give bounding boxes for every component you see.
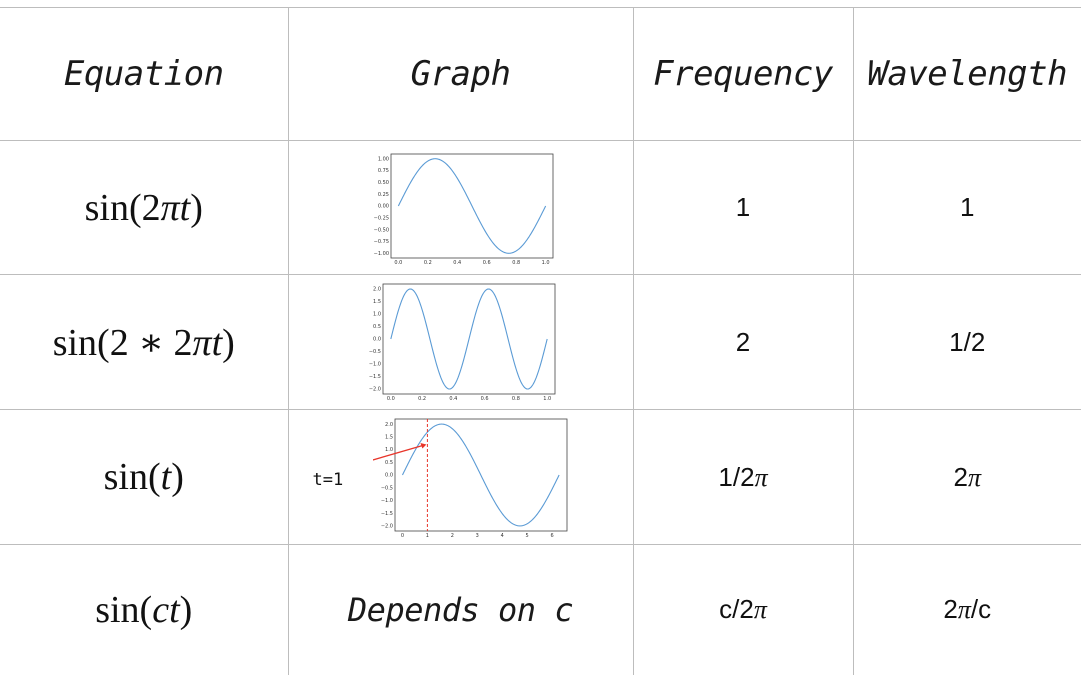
sine-curve <box>389 288 548 390</box>
y-tick-label: −1.0 <box>380 498 392 504</box>
x-tick-label: 2 <box>450 533 453 539</box>
sine-plot-3: 2.0 1.5 1.0 0.5 0.0 −0.5 −1.0 −1.5 −2.0 0 1 2 3 4 5 6 <box>372 418 567 539</box>
equation-sin-t: sin(t) <box>103 456 184 498</box>
x-tick-label: 0.6 <box>480 396 488 402</box>
wavelength-value: 2π <box>953 461 982 492</box>
x-tick-label: 5 <box>525 533 528 539</box>
sine-curve <box>401 423 560 527</box>
y-tick-label: −1.0 <box>368 362 380 368</box>
sine-plot-2: 2.01.51.00.50.0−0.5−1.0−1.5−2.0 0.0 0.2 0.… <box>368 283 555 402</box>
frequency-value: 1/2π <box>718 461 768 492</box>
equation-sin-ct: sin(ct) <box>95 588 193 631</box>
x-tick-label: 1.0 <box>541 260 549 266</box>
x-tick-label: 0.4 <box>453 260 461 266</box>
x-tick-label: 0.6 <box>482 260 490 266</box>
y-tick-label: −2.0 <box>380 524 392 530</box>
header-equation: Equation <box>0 7 289 141</box>
y-tick-label: 1.0 <box>385 447 393 453</box>
header-row: Equation Graph Frequency Wavelength <box>0 7 1081 141</box>
x-tick-label: 3 <box>475 533 478 539</box>
x-tick-labels: 0 1 2 3 4 5 6 <box>400 533 553 539</box>
y-tick-labels: 1.00 0.75 0.50 0.25 0.00 −0.25 −0.50 −0.75 −1.00 <box>373 156 388 257</box>
y-tick-label: 1.5 <box>373 299 381 305</box>
y-tick-label: −0.75 <box>373 239 388 245</box>
y-tick-label: 1.5 <box>385 435 393 441</box>
header-wavelength: Wavelength <box>852 7 1081 141</box>
equation-sin-2pi-t: sin(2πt) <box>84 186 203 229</box>
x-tick-labels: 0.0 0.2 0.4 0.6 0.8 1.0 <box>386 396 550 402</box>
x-tick-label: 0.2 <box>423 260 431 266</box>
wavelength-cell: 2π <box>852 409 1081 545</box>
y-tick-label: −0.50 <box>373 227 388 233</box>
x-tick-label: 1 <box>425 533 428 539</box>
y-tick-label: −0.5 <box>368 349 380 355</box>
wavelength-cell: 2π/c <box>852 544 1081 675</box>
x-tick-label: 0.2 <box>418 396 426 402</box>
graph-cell: Depends on c <box>287 544 634 675</box>
x-tick-label: 0.0 <box>386 396 394 402</box>
y-tick-label: 2.0 <box>385 422 393 428</box>
frequency-value: c/2π <box>719 594 767 625</box>
y-tick-label: −0.25 <box>373 215 388 221</box>
frequency-cell: 1/2π <box>632 409 854 545</box>
y-tick-label: −1.5 <box>380 511 392 517</box>
equation-cell: sin(ct) <box>0 544 289 675</box>
equation-cell: sin(2πt) <box>0 140 289 275</box>
header-graph: Graph <box>287 7 634 141</box>
equation-cell: sin(2 ∗ 2πt) <box>0 274 289 410</box>
y-tick-labels: 2.0 1.5 1.0 0.5 0.0 −0.5 −1.0 −1.5 −2.0 <box>380 422 392 530</box>
y-tick-label: −0.5 <box>380 485 392 491</box>
frequency-cell: 1 <box>632 140 854 275</box>
equation-cell: sin(t) <box>0 409 289 545</box>
x-tick-label: 0.4 <box>449 396 457 402</box>
table-row: sin(2πt) 1.00 0.75 0.50 0.25 0.00 −0.25 −0.50 −… <box>0 140 1081 275</box>
x-tick-label: 0.8 <box>512 260 520 266</box>
x-tick-label: 4 <box>500 533 503 539</box>
graph-cell: 2.0 1.5 1.0 0.5 0.0 −0.5 −1.0 −1.5 −2.0 0.0 0.2 0.… <box>287 274 634 410</box>
y-tick-labels: 2.0 1.5 1.0 0.5 0.0 −0.5 −1.0 −1.5 −2.0 <box>368 287 380 393</box>
wavelength-value: 2π/c <box>943 594 992 625</box>
y-tick-label: 0.50 <box>377 180 388 186</box>
y-tick-label: 0.25 <box>377 191 388 197</box>
equation-sin-2x2pi-t: sin(2 ∗ 2πt) <box>52 321 235 364</box>
table-row: sin(t) t=1 2.0 1.5 1.0 0.5 0.0 −0.5 −1.0 −1.5 −2… <box>0 409 1081 545</box>
y-tick-label: 0.0 <box>385 473 393 479</box>
sine-wave-table: Equation Graph Frequency Wavelength sin(… <box>0 7 1081 675</box>
y-tick-label: 0.5 <box>373 324 381 330</box>
header-frequency: Frequency <box>632 7 854 141</box>
table-row: sin(ct) Depends on c c/2π 2π/c <box>0 544 1081 675</box>
y-tick-label: 1.0 <box>373 312 381 318</box>
wavelength-cell: 1 <box>852 140 1081 275</box>
x-tick-label: 1.0 <box>543 396 551 402</box>
annotation-arrowhead <box>419 443 426 449</box>
x-tick-label: 6 <box>550 533 553 539</box>
y-tick-label: 0.5 <box>385 460 393 466</box>
wavelength-cell: 1/2 <box>852 274 1081 410</box>
y-tick-label: −1.5 <box>368 374 380 380</box>
table-row: sin(2 ∗ 2πt) 2.0 1.5 1.0 0.5 0.0 −0.5 −1.0 −1.5… <box>0 274 1081 410</box>
graph-cell: t=1 2.0 1.5 1.0 0.5 0.0 −0.5 −1.0 −1.5 −2.0 0 1 2 3… <box>287 409 634 545</box>
y-tick-label: 0.0 <box>373 337 381 343</box>
y-tick-label: −2.0 <box>368 387 380 393</box>
y-tick-label: 2.0 <box>373 287 381 293</box>
x-tick-labels: 0.0 0.2 0.4 0.6 0.8 1.0 <box>394 260 549 266</box>
x-tick-label: 0.8 <box>511 396 519 402</box>
sine-curve <box>397 157 546 254</box>
x-tick-label: 0.0 <box>394 260 402 266</box>
y-tick-label: 1.00 <box>377 156 388 162</box>
frequency-cell: 2 <box>632 274 854 410</box>
sine-plot-1: 1.00 0.75 0.50 0.25 0.00 −0.25 −0.50 −0.75 −1.00… <box>373 153 553 266</box>
y-tick-label: 0.00 <box>377 203 388 209</box>
frequency-cell: c/2π <box>632 544 854 675</box>
annotation-arrow <box>372 444 425 461</box>
y-tick-label: 0.75 <box>377 168 388 174</box>
y-tick-label: −1.00 <box>373 250 388 256</box>
graph-cell: 1.00 0.75 0.50 0.25 0.00 −0.25 −0.50 −0.75 −1.00… <box>287 140 634 275</box>
x-tick-label: 0 <box>400 533 403 539</box>
t-equals-1-annotation: t=1 <box>312 470 344 490</box>
